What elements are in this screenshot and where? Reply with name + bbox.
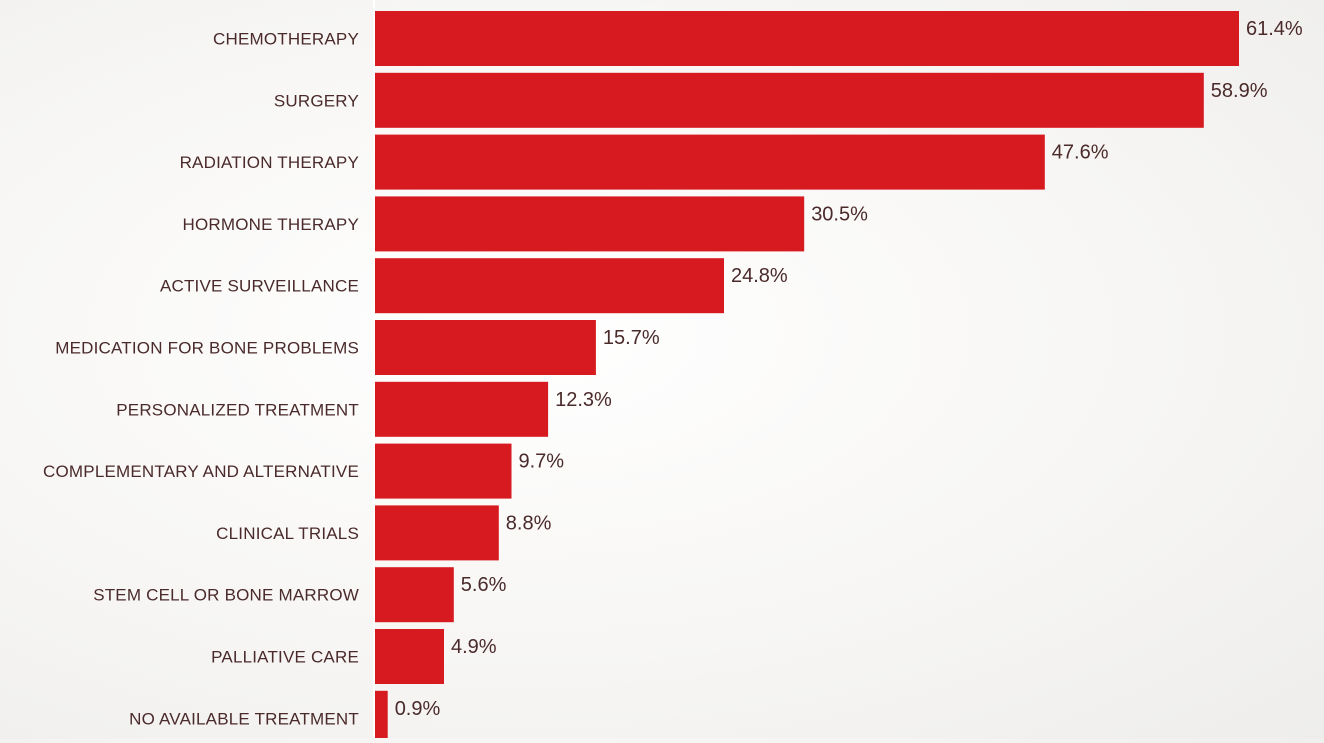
category-labels-group: CHEMOTHERAPY SURGERY RADIATION THERAPY HORM… (43, 30, 359, 729)
value-label: 8.8% (506, 512, 552, 534)
bar (375, 567, 454, 623)
bar (375, 505, 499, 561)
value-label: 12.3% (555, 389, 612, 411)
category-label: ACTIVE SURVEILLANCE (160, 277, 359, 296)
bar (375, 72, 1204, 128)
value-labels-group: 61.4% 58.9% 47.6% 30.5% 24.8% 15.7% 12.3% 9.7% 8… (395, 18, 1303, 720)
category-label: NO AVAILABLE TREATMENT (129, 709, 359, 728)
bar (375, 690, 388, 743)
value-label: 4.9% (451, 636, 497, 658)
category-label: STEM CELL OR BONE MARROW (93, 586, 359, 605)
bar (375, 134, 1045, 190)
category-label: PALLIATIVE CARE (211, 648, 359, 667)
bar (375, 629, 444, 684)
bar (375, 381, 549, 437)
value-label: 30.5% (811, 203, 868, 225)
value-label: 24.8% (731, 265, 788, 287)
value-label: 61.4% (1246, 18, 1303, 40)
category-label: CLINICAL TRIALS (216, 524, 359, 543)
value-label: 15.7% (603, 327, 660, 349)
bar (375, 11, 1239, 66)
bar (375, 196, 805, 252)
value-label: 0.9% (395, 698, 441, 720)
bar (375, 320, 596, 375)
value-label: 47.6% (1052, 142, 1109, 164)
value-label: 9.7% (519, 451, 565, 473)
value-label: 58.9% (1211, 80, 1268, 102)
bar (375, 258, 724, 314)
category-label: PERSONALIZED TREATMENT (116, 400, 359, 419)
category-label: HORMONE THERAPY (183, 215, 360, 234)
bar (375, 443, 512, 499)
category-label: SURGERY (274, 91, 359, 110)
bars-group (375, 11, 1239, 743)
category-label: CHEMOTHERAPY (213, 30, 359, 49)
category-label: COMPLEMENTARY AND ALTERNATIVE (43, 462, 359, 481)
category-label: RADIATION THERAPY (180, 153, 359, 172)
value-label: 5.6% (461, 574, 507, 596)
category-label: MEDICATION FOR BONE PROBLEMS (55, 339, 359, 358)
